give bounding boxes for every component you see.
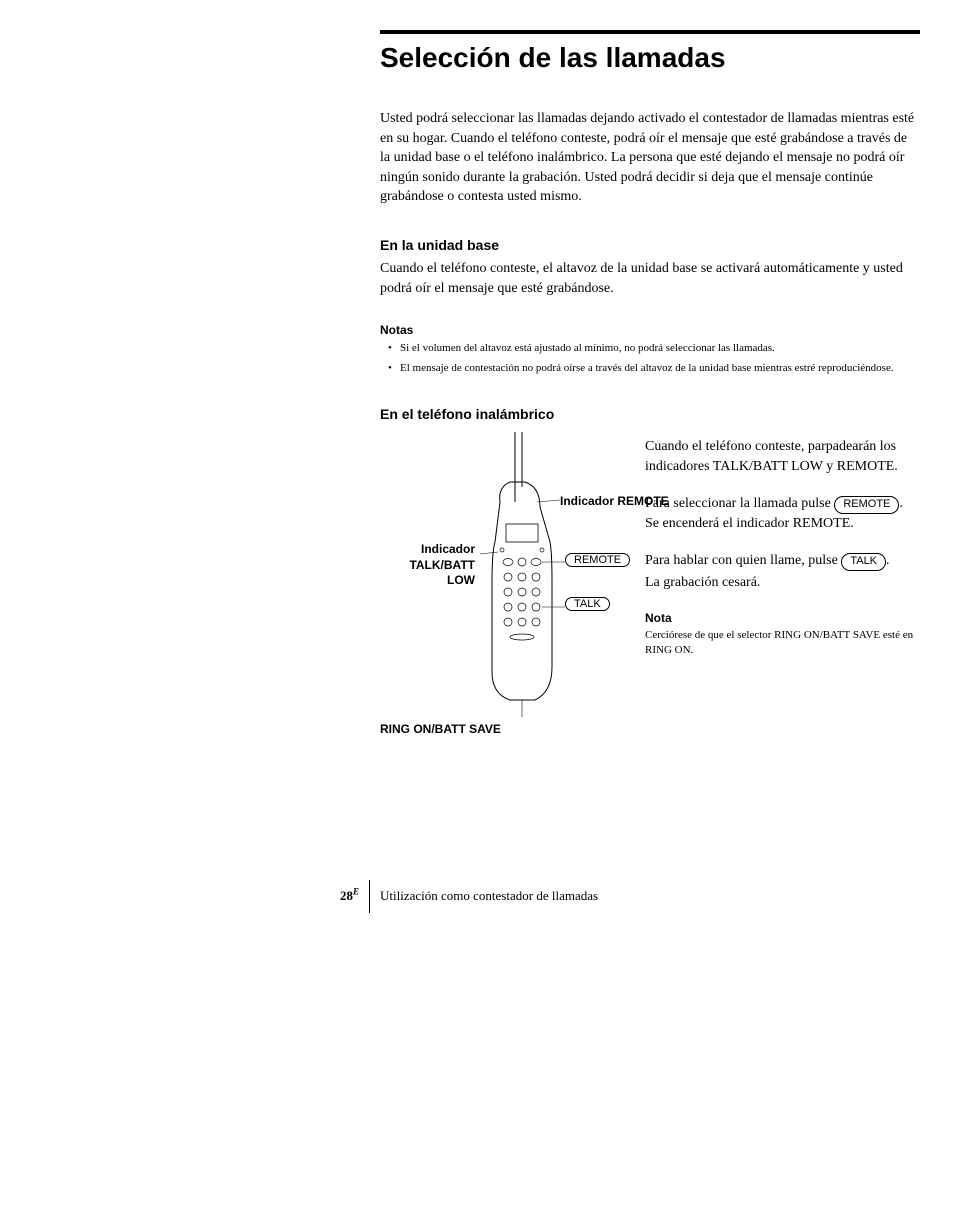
handset-diagram-icon xyxy=(480,432,570,722)
note-item: Si el volumen del altavoz está ajustado … xyxy=(388,341,920,356)
section1-title: En la unidad base xyxy=(380,237,920,253)
diagram-container: Indicador TALK/BATT LOW Indicador REMOTE… xyxy=(380,432,920,752)
diagram-section: Indicador TALK/BATT LOW Indicador REMOTE… xyxy=(380,432,920,752)
heading-rule xyxy=(380,30,920,34)
note-text: Cerciórese de que el selector RING ON/BA… xyxy=(645,628,920,659)
right-col-p2: Para seleccionar la llamada pulse REMOTE… xyxy=(645,494,920,533)
note-block: Nota Cerciórese de que el selector RING … xyxy=(645,611,920,659)
right-text-column: Cuando el teléfono conteste, parpadearán… xyxy=(645,437,920,658)
section1-notes-list: Si el volumen del altavoz está ajustado … xyxy=(380,341,920,376)
page-footer: 28E Utilización como contestador de llam… xyxy=(340,880,598,913)
page-number: 28E xyxy=(340,880,370,913)
page-content: Selección de las llamadas Usted podrá se… xyxy=(380,30,920,752)
footer-text: Utilización como contestador de llamadas xyxy=(370,888,598,904)
label-talk-batt-low: Indicador TALK/BATT LOW xyxy=(380,542,475,589)
talk-button-label: TALK xyxy=(565,597,610,611)
section1-notes-title: Notas xyxy=(380,323,920,337)
section1-text: Cuando el teléfono conteste, el altavoz … xyxy=(380,259,920,298)
note-title: Nota xyxy=(645,611,920,625)
section2-title: En el teléfono inalámbrico xyxy=(380,406,920,422)
right-col-p4: La grabación cesará. xyxy=(645,573,920,593)
intro-paragraph: Usted podrá seleccionar las llamadas dej… xyxy=(380,109,920,207)
talk-inline-button: TALK xyxy=(841,553,886,570)
remote-inline-button: REMOTE xyxy=(834,496,899,513)
page-title: Selección de las llamadas xyxy=(380,42,920,74)
note-item: El mensaje de contestación no podrá oírs… xyxy=(388,361,920,376)
right-col-p1: Cuando el teléfono conteste, parpadearán… xyxy=(645,437,920,476)
remote-button-label: REMOTE xyxy=(565,553,630,567)
right-col-p3: Para hablar con quien llame, pulse TALK. xyxy=(645,551,920,571)
label-ring-on-batt-save: RING ON/BATT SAVE xyxy=(380,722,580,738)
